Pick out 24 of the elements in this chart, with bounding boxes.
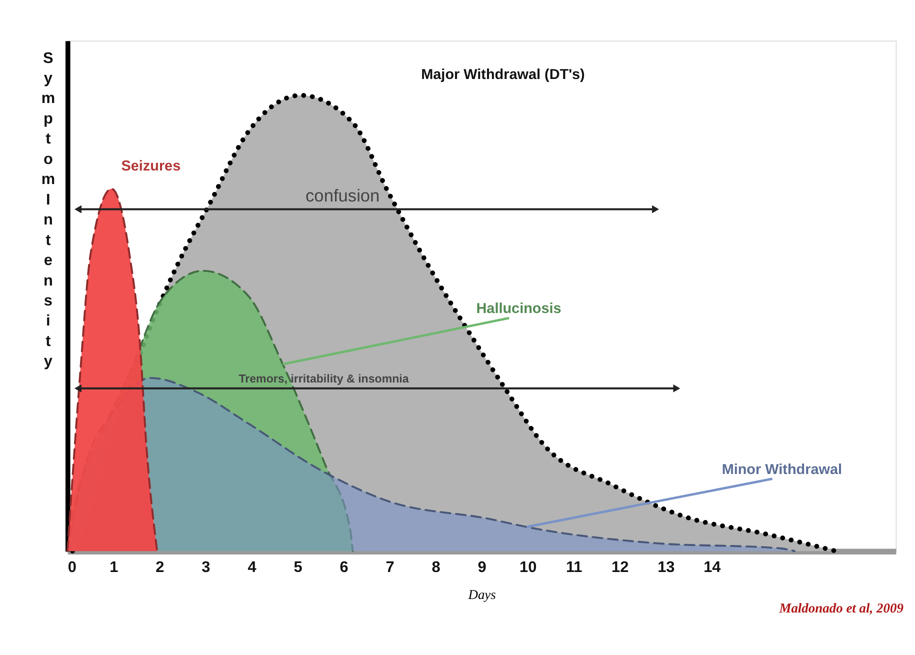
x-tick-label: 12 xyxy=(612,558,629,576)
x-tick-label: 5 xyxy=(294,558,303,576)
x-tick-label: 1 xyxy=(110,558,119,576)
x-tick-label: 7 xyxy=(386,558,394,576)
text: Symptom Intensity xyxy=(41,50,56,370)
text: Maldonado et al, 2009 xyxy=(778,600,904,616)
x-tick-label: 4 xyxy=(248,558,257,576)
x-tick-label: 10 xyxy=(520,558,537,576)
x-tick-label: 11 xyxy=(566,558,583,576)
x-axis-title: Days xyxy=(467,586,496,602)
x-tick-label: 6 xyxy=(340,558,349,576)
text: Minor Withdrawal xyxy=(722,462,842,478)
x-tick-label: 8 xyxy=(432,558,441,576)
x-tick-label: 3 xyxy=(202,558,211,576)
text: Hallucinosis xyxy=(476,301,562,318)
x-tick-label: 13 xyxy=(658,558,676,576)
x-tick-label: 0 xyxy=(68,558,76,576)
annotation: confusion xyxy=(306,186,380,206)
series-label: Seizures xyxy=(121,158,181,174)
x-tick-label: 2 xyxy=(156,558,164,576)
x-tick-label: 14 xyxy=(704,558,722,576)
text: Major Withdrawal (DT's) xyxy=(421,66,586,83)
x-tick-label: 9 xyxy=(478,558,486,576)
annotation: Tremors, irritability & insomnia xyxy=(238,374,410,386)
